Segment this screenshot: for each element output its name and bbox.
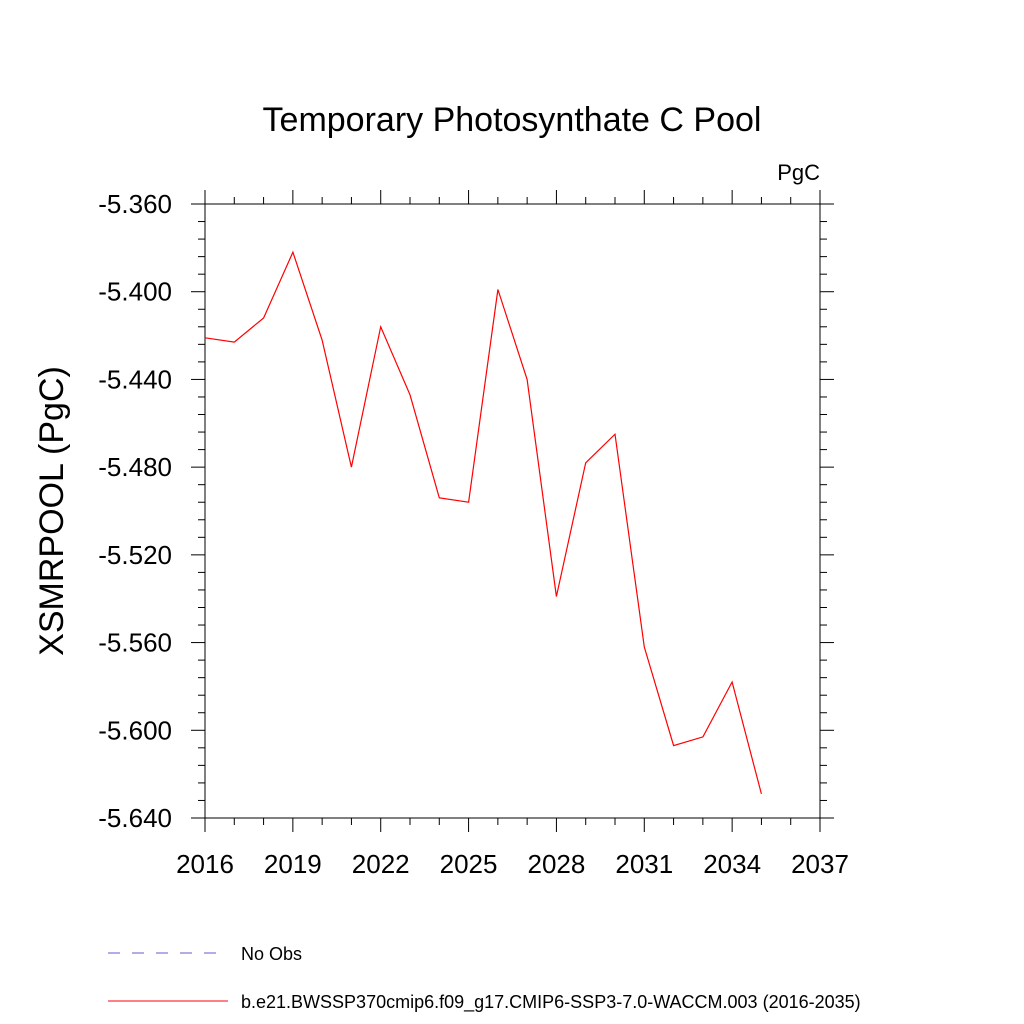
axes: 2016 2019 2022 2025 2028 2031 2034 2037 -5.360 -5…: [98, 189, 849, 879]
plot-frame: [204, 203, 821, 819]
series-layer: [204, 250, 762, 795]
x-tick-label: 2019: [264, 849, 322, 879]
y-tick-label: -5.400: [98, 277, 172, 307]
series-line: [204, 250, 762, 795]
x-tick-label: 2034: [703, 849, 761, 879]
legend-label: No Obs: [241, 944, 302, 964]
y-tick-label: -5.640: [98, 803, 172, 833]
y-tick-label: -5.560: [98, 628, 172, 658]
y-tick-label: -5.480: [98, 452, 172, 482]
x-tick-label: 2031: [615, 849, 673, 879]
y-tick-label: -5.600: [98, 715, 172, 745]
y-axis-label: XSMRPOOL (PgC): [33, 366, 71, 656]
x-tick-label: 2022: [352, 849, 410, 879]
y-tick-label: -5.520: [98, 540, 172, 570]
chart-title: Temporary Photosynthate C Pool: [263, 101, 762, 139]
x-tick-label: 2037: [791, 849, 849, 879]
x-tick-label: 2016: [176, 849, 234, 879]
y-tick-label: -5.360: [98, 189, 172, 219]
units-label: PgC: [777, 160, 820, 185]
y-tick-label: -5.440: [98, 364, 172, 394]
legend-label: b.e21.BWSSP370cmip6.f09_g17.CMIP6-SSP3-7…: [241, 992, 861, 1013]
x-tick-label: 2028: [528, 849, 586, 879]
legend: No Obs b.e21.BWSSP370cmip6.f09_g17.CMIP6-…: [108, 944, 861, 1013]
x-tick-label: 2025: [440, 849, 498, 879]
